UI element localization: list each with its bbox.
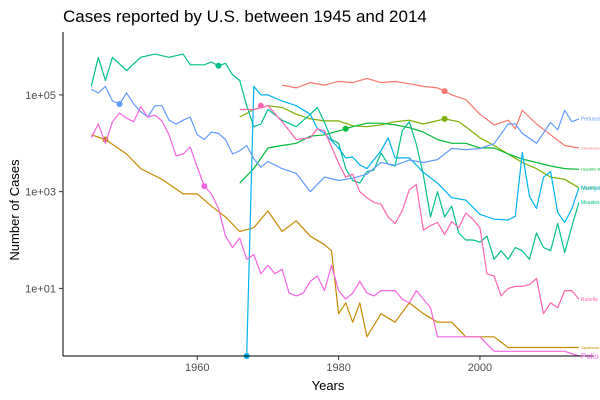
series-label-hepatitis-a: Hepatitis A [581,185,600,190]
y-axis: 1e+01 1e+03 1e+05 [25,90,63,295]
series-label-hepatitis-b: Hepatitis B [581,167,600,172]
series-marker-rubella [257,102,264,109]
series-marker-chickenpox [441,88,448,95]
series-line-measles [90,53,580,260]
series-label-rubella: Rubella [581,297,598,303]
series-marker-pertussis [116,100,123,107]
series-line-pertussis [91,85,580,193]
series-label-measles: Measles [581,200,600,206]
series-line-hepatitis-a [239,105,580,189]
series-marker-measles [215,62,222,69]
series-label-diphtheria: Diphtheria [581,345,600,350]
series-line-chickenpox [281,77,580,149]
y-axis-label: Number of Cases [7,159,22,261]
series-label-mumps: Mumps [581,186,600,192]
y-tick-label: 1e+03 [25,187,56,199]
plot-area [90,53,580,359]
series-line-rubella [239,105,580,315]
series-label-polio: Polio [581,352,599,361]
series-marker-polio [201,183,208,190]
y-tick-label: 1e+05 [25,90,56,102]
series-marker-hepatitis-b [342,125,349,132]
series-marker-hepatitis-a [441,115,448,122]
y-tick-label: 1e+01 [25,283,56,295]
series-label-pertussis: Pertussis [581,117,600,123]
x-tick-label: 1960 [185,362,209,374]
series-label-chickenpox: Chickenpox [581,145,600,150]
x-tick-label: 1980 [326,362,350,374]
x-axis-label: Years [312,378,345,393]
series-line-diphtheria [91,134,579,349]
series-line-hepatitis-b [239,122,579,184]
series-labels: Chickenpox Diphtheria Hepatitis A Hepatitis… [581,117,600,361]
series-line-polio [90,106,580,357]
chart-title: Cases reported by U.S. between 1945 and … [63,7,427,26]
x-tick-label: 2000 [468,362,492,374]
series-line-mumps [246,85,580,357]
x-axis: 1960 1980 2000 [185,356,492,374]
